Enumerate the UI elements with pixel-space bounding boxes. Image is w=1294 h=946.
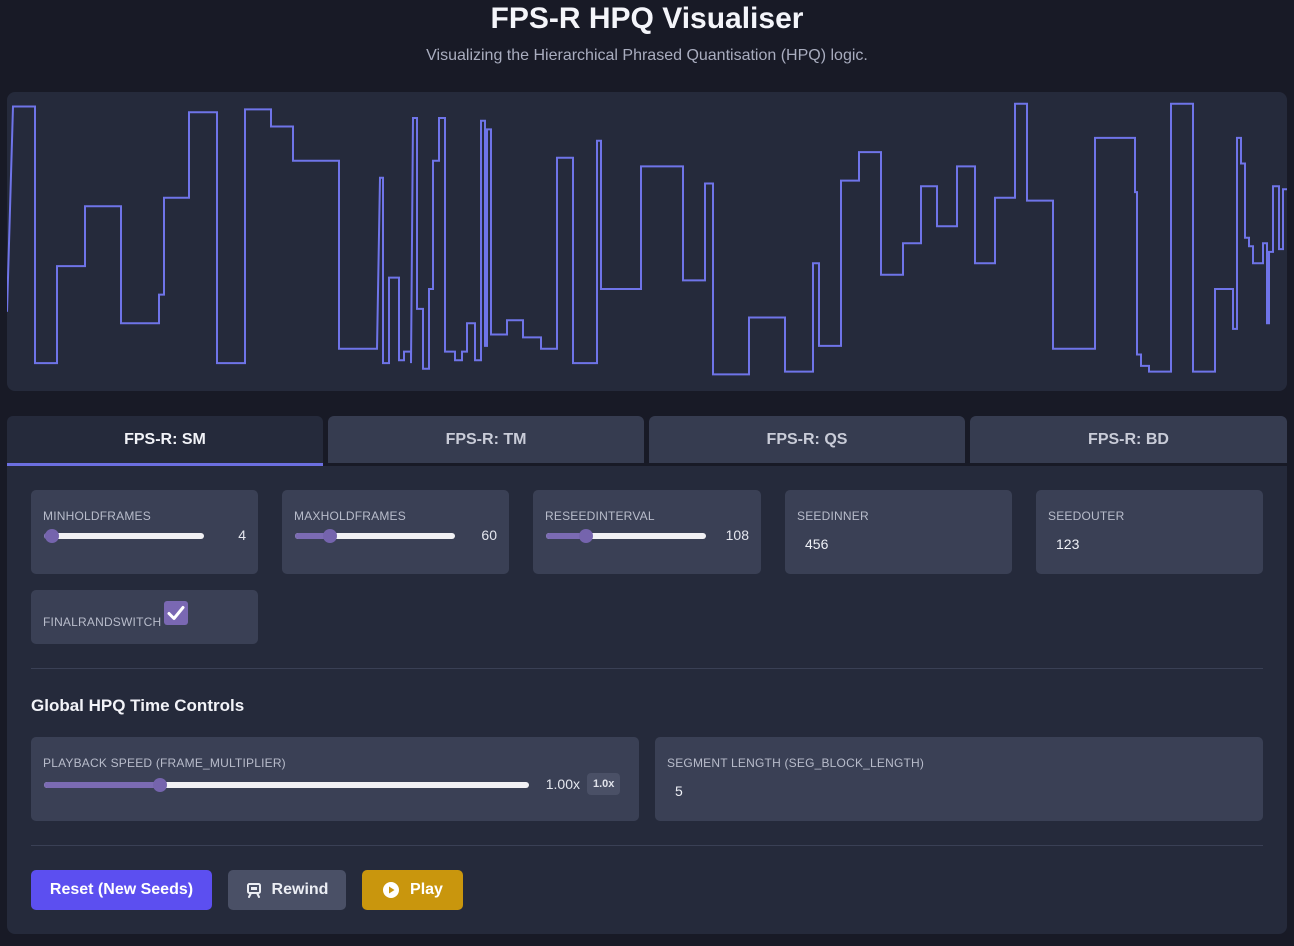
algorithm-tabs: FPS-R: SM FPS-R: TM FPS-R: QS FPS-R: BD <box>7 416 1287 466</box>
playback-speed-card: PLAYBACK SPEED (FRAME_MULTIPLIER) 1.00x … <box>31 737 639 821</box>
max-hold-frames-card: MAXHOLDFRAMES 60 <box>282 490 509 574</box>
reseed-interval-value: 108 <box>725 527 749 543</box>
rewind-button[interactable]: Rewind <box>228 870 346 910</box>
global-controls-title: Global HPQ Time Controls <box>31 696 245 715</box>
tab-fps-r-qs[interactable]: FPS-R: QS <box>649 416 965 463</box>
seed-outer-input[interactable]: 123 <box>1056 536 1080 552</box>
segment-length-input[interactable]: 5 <box>675 783 683 799</box>
reseed-interval-label: RESEEDINTERVAL <box>545 509 655 523</box>
seed-outer-card: SEEDOUTER 123 <box>1036 490 1263 574</box>
min-hold-frames-value: 4 <box>238 527 246 543</box>
seed-outer-label: SEEDOUTER <box>1048 509 1125 523</box>
final-rand-switch-label: FINALRANDSWITCH <box>43 615 162 629</box>
page-subtitle: Visualizing the Hierarchical Phrased Qua… <box>426 47 868 64</box>
max-hold-frames-slider[interactable] <box>295 529 455 543</box>
max-hold-frames-slider-thumb[interactable] <box>323 529 338 543</box>
reseed-interval-slider[interactable] <box>546 529 706 543</box>
segment-length-label: SEGMENT LENGTH (SEG_BLOCK_LENGTH) <box>667 756 925 770</box>
signal-chart <box>7 102 1287 376</box>
playback-speed-badge: 1.0x <box>587 773 621 795</box>
tab-fps-r-bd[interactable]: FPS-R: BD <box>970 416 1287 463</box>
tab-fps-r-sm[interactable]: FPS-R: SM <box>7 416 323 466</box>
min-hold-frames-label: MINHOLDFRAMES <box>43 509 151 523</box>
play-button-label: Play <box>410 881 443 898</box>
max-hold-frames-slider-fill <box>295 533 331 539</box>
buttons-divider <box>31 845 1263 846</box>
reset-button-label: Reset (New Seeds) <box>49 881 194 898</box>
playback-speed-slider[interactable] <box>44 778 529 792</box>
signal-line <box>7 102 1287 376</box>
playback-speed-slider-thumb[interactable] <box>153 778 168 792</box>
reset-new-seeds-button[interactable]: Reset (New Seeds) <box>31 870 212 910</box>
tab-fps-r-tm[interactable]: FPS-R: TM <box>328 416 644 463</box>
play-button[interactable]: Play <box>362 870 463 910</box>
reseed-interval-slider-fill <box>546 533 586 539</box>
reseed-interval-card: RESEEDINTERVAL 108 <box>533 490 761 574</box>
rewind-icon <box>246 882 262 898</box>
max-hold-frames-value: 60 <box>481 527 497 543</box>
section-divider <box>31 668 1263 669</box>
seed-inner-card: SEEDINNER 456 <box>785 490 1012 574</box>
min-hold-frames-slider-thumb[interactable] <box>45 529 59 543</box>
min-hold-frames-slider[interactable] <box>44 529 204 543</box>
reseed-interval-slider-thumb[interactable] <box>579 529 593 543</box>
playback-speed-label: PLAYBACK SPEED (FRAME_MULTIPLIER) <box>43 756 286 770</box>
page-title: FPS-R HPQ Visualiser <box>490 2 804 35</box>
segment-length-card: SEGMENT LENGTH (SEG_BLOCK_LENGTH) 5 <box>655 737 1263 821</box>
signal-visualisation <box>7 92 1287 391</box>
playback-speed-value: 1.00x <box>545 776 580 792</box>
seed-inner-input[interactable]: 456 <box>805 536 829 552</box>
play-icon <box>382 881 400 899</box>
checkmark-icon <box>167 606 185 620</box>
controls-panel: MINHOLDFRAMES 4 MAXHOLDFRAMES 60 RESEEDI… <box>7 466 1287 934</box>
min-hold-frames-card: MINHOLDFRAMES 4 <box>31 490 258 574</box>
final-rand-switch-card: FINALRANDSWITCH <box>31 590 258 644</box>
rewind-button-label: Rewind <box>271 881 329 898</box>
seed-inner-label: SEEDINNER <box>797 509 869 523</box>
playback-speed-slider-fill <box>44 782 161 788</box>
final-rand-switch-checkbox[interactable] <box>164 601 188 625</box>
max-hold-frames-label: MAXHOLDFRAMES <box>294 509 406 523</box>
